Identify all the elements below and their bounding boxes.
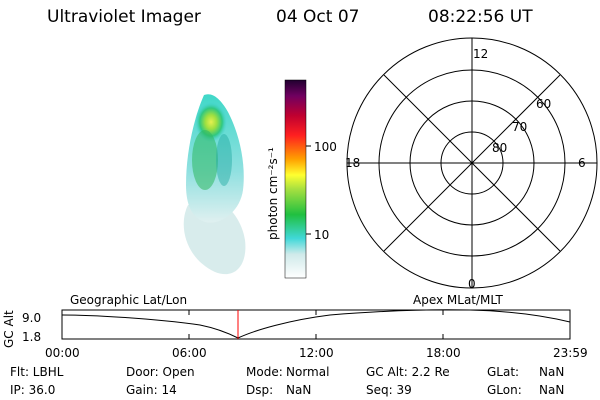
altitude-curve [61, 309, 571, 339]
polar-label-lat-70: 70 [512, 120, 528, 134]
altitude-ytick-low: 1.8 [22, 330, 42, 344]
status-glon-value: NaN [539, 383, 565, 397]
altitude-ytick-high: 9.0 [22, 311, 42, 325]
polar-label-mlt-6: 6 [578, 156, 586, 170]
time-label: 08:22:56 UT [428, 7, 533, 27]
colorbar-tick-label-10: 10 [314, 228, 330, 242]
status-glon-label: GLon: [487, 383, 522, 397]
altitude-right-label: Apex MLat/MLT [413, 293, 503, 307]
altitude-x-ticks [188, 310, 444, 339]
status-mode-value: Normal [286, 365, 330, 379]
auroral-band-edge [216, 134, 232, 186]
status-gc-alt: GC Alt: 2.2 Re [366, 365, 450, 379]
instrument-title: Ultraviolet Imager [47, 7, 201, 27]
status-gain: Gain: 14 [126, 383, 177, 397]
status-door: Door: Open [126, 365, 195, 379]
polar-label-lat-60: 60 [536, 97, 552, 111]
altitude-xtick-1800: 18:00 [426, 346, 461, 360]
auroral-band [192, 130, 218, 190]
polar-label-mlt-18: 18 [345, 156, 361, 170]
status-filter: Flt: LBHL [10, 365, 64, 379]
colorbar-scale [284, 79, 307, 279]
colorbar-tick-label-100: 100 [314, 140, 337, 154]
status-mode-label: Mode: [246, 365, 283, 379]
auroral-tail [183, 205, 246, 275]
altitude-left-label: Geographic Lat/Lon [70, 293, 188, 307]
polar-label-mlt-12: 12 [473, 47, 489, 61]
date-label: 04 Oct 07 [276, 7, 360, 27]
altitude-xtick-2359: 23:59 [553, 346, 588, 360]
status-seq: Seq: 39 [366, 383, 412, 397]
status-ip: IP: 36.0 [10, 383, 56, 397]
altitude-xtick-0000: 00:00 [45, 346, 80, 360]
status-dsp-value: NaN [286, 383, 312, 397]
status-glat-value: NaN [539, 365, 565, 379]
polar-diagonal-2 [383, 74, 561, 252]
altitude-xtick-0600: 06:00 [172, 346, 207, 360]
polar-label-mlt-0: 0 [468, 277, 476, 291]
altitude-xtick-1200: 12:00 [299, 346, 334, 360]
polar-label-lat-80: 80 [492, 141, 508, 155]
status-glat-label: GLat: [487, 365, 520, 379]
status-dsp-label: Dsp: [246, 383, 274, 397]
